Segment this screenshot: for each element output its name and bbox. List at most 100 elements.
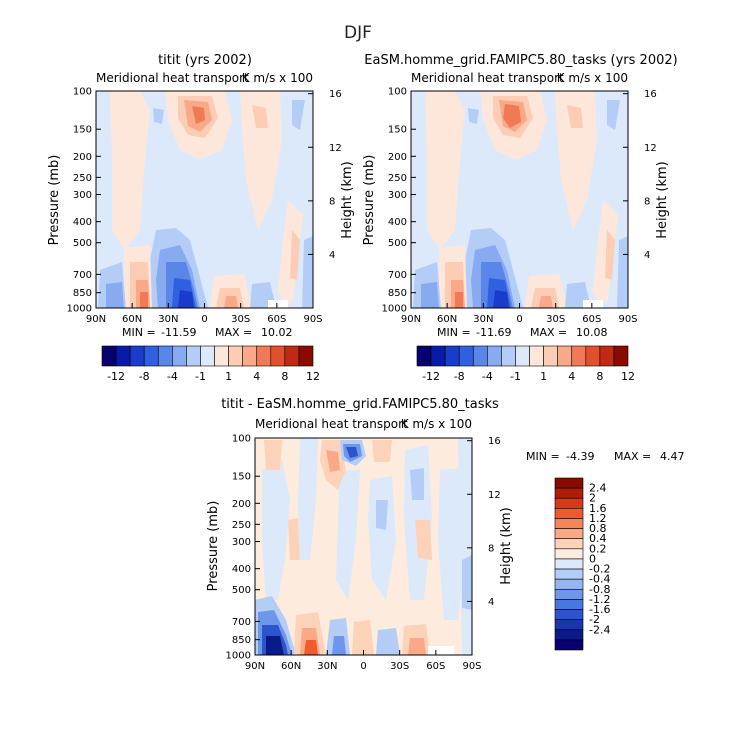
x-tick-label: 0 xyxy=(516,314,522,325)
panel-3-max-label: MAX = xyxy=(614,450,651,463)
x-tick-label: 90N xyxy=(401,314,421,325)
y-tick-label: 200 xyxy=(232,499,251,510)
colorbar-label: -0.2 xyxy=(589,563,610,576)
panel-1-subtitle-left: Meridional heat transport xyxy=(96,71,249,85)
colorbar-label: 2.4 xyxy=(589,482,607,495)
colorbar-label: -0.4 xyxy=(589,573,610,586)
y-tick-label: 700 xyxy=(388,270,407,281)
colorbar-swatch xyxy=(554,619,584,631)
x-tick-label: 30S xyxy=(390,661,409,672)
colorbar-swatch xyxy=(554,568,584,580)
panel-3-axes: 90N 60N 30N 0 30S 60S 90S 100 150 200 250 300 400 500… xyxy=(226,434,501,673)
colorbar-label: -1.2 xyxy=(589,593,610,606)
colorbar-swatch xyxy=(554,518,584,529)
y-tick-label: 200 xyxy=(73,152,92,163)
colorbar-label: 4 xyxy=(568,370,575,383)
y-tick-label: 850 xyxy=(232,635,251,646)
colorbar-swatch xyxy=(554,599,584,610)
x-tick-label: 60N xyxy=(122,314,142,325)
colorbar-swatch xyxy=(554,487,584,499)
y-right-tick-label: 16 xyxy=(644,89,657,100)
colorbar-swatch xyxy=(487,345,502,367)
x-tick-label: 30S xyxy=(546,314,565,325)
colorbar-label: 0 xyxy=(589,552,596,565)
colorbar-label: 0.4 xyxy=(589,532,607,545)
x-tick-label: 60N xyxy=(437,314,457,325)
panel-3: titit - EaSM.homme_grid.FAMIPC5.80_tasks… xyxy=(206,397,685,672)
panel-3-ylabel: Pressure (mb) xyxy=(206,501,221,592)
colorbar-label: 1.2 xyxy=(589,512,607,525)
y-right-tick-label: 12 xyxy=(488,490,501,501)
colorbar-label: -8 xyxy=(454,370,465,383)
colorbar-swatch xyxy=(270,345,286,367)
panel-1-max-label: MAX = xyxy=(215,326,252,339)
colorbar-label: -1 xyxy=(195,370,206,383)
panel-2-min-label: MIN = xyxy=(437,326,471,339)
colorbar-swatch xyxy=(613,345,629,367)
colorbar-swatch xyxy=(554,528,584,540)
x-tick-label: 90N xyxy=(86,314,106,325)
colorbar-swatch xyxy=(298,345,314,367)
colorbar-label: 12 xyxy=(306,370,320,383)
y-tick-label: 300 xyxy=(388,190,407,201)
colorbar-label: -1.6 xyxy=(589,603,610,616)
x-tick-label: 90S xyxy=(462,661,481,672)
colorbar-swatch xyxy=(458,345,474,367)
colorbar-swatch xyxy=(101,345,117,367)
colorbar-label: 8 xyxy=(596,370,603,383)
y-tick-label: 250 xyxy=(388,173,407,184)
y-right-tick-label: 4 xyxy=(329,250,335,261)
x-tick-label: 90N xyxy=(245,661,265,672)
panel-3-min-label: MIN = xyxy=(526,450,560,463)
x-tick-label: 0 xyxy=(360,661,366,672)
panel-1-min-value: -11.59 xyxy=(161,326,196,339)
y-tick-label: 100 xyxy=(388,87,407,98)
colorbar-swatch xyxy=(430,345,446,367)
panel-2-colorbar: -12 -8 -4 -1 1 4 8 12 xyxy=(416,345,635,383)
panel-1-min-label: MIN = xyxy=(122,326,156,339)
colorbar-swatch xyxy=(543,345,558,367)
colorbar-swatch xyxy=(172,345,187,367)
colorbar-label: 1.6 xyxy=(589,502,607,515)
panel-1-ylabel-right: Height (km) xyxy=(340,161,355,238)
x-tick-label: 90S xyxy=(618,314,637,325)
panel-2-title: EaSM.homme_grid.FAMIPC5.80_tasks (yrs 20… xyxy=(364,53,677,68)
y-right-tick-label: 12 xyxy=(329,143,342,154)
panel-2-max-value: 10.08 xyxy=(576,326,608,339)
colorbar-swatch xyxy=(554,497,584,509)
x-tick-label: 60S xyxy=(426,661,445,672)
y-tick-label: 1000 xyxy=(67,304,92,315)
panel-1-ylabel: Pressure (mb) xyxy=(47,155,62,246)
colorbar-swatch xyxy=(529,345,544,367)
y-tick-label: 500 xyxy=(232,585,251,596)
y-tick-label: 100 xyxy=(232,434,251,445)
colorbar-swatch xyxy=(554,538,584,550)
x-tick-label: 30N xyxy=(473,314,493,325)
panel-2-axes: 90N 60N 30N 0 30S 60S 90S 100 150 200 250 300 400 500… xyxy=(382,87,657,326)
y-tick-label: 400 xyxy=(232,564,251,575)
y-tick-label: 1000 xyxy=(226,651,251,662)
panel-1-colorbar: -12 -8 -4 -1 1 4 8 12 xyxy=(101,345,320,383)
colorbar-swatch xyxy=(554,508,584,519)
colorbar-swatch xyxy=(256,345,272,367)
colorbar-swatch xyxy=(554,558,584,570)
colorbar-swatch xyxy=(129,345,145,367)
y-tick-label: 400 xyxy=(388,217,407,228)
colorbar-swatch xyxy=(585,345,601,367)
x-tick-label: 30N xyxy=(317,661,337,672)
colorbar-swatch xyxy=(200,345,215,367)
colorbar-label: -2.4 xyxy=(589,623,610,636)
panel-2-subtitle-left: Meridional heat transport xyxy=(411,71,564,85)
colorbar-label: -0.8 xyxy=(589,583,610,596)
colorbar-swatch xyxy=(554,578,584,590)
colorbar-label: 12 xyxy=(621,370,635,383)
y-tick-label: 850 xyxy=(388,288,407,299)
panel-3-title: titit - EaSM.homme_grid.FAMIPC5.80_tasks xyxy=(221,397,499,412)
panel-1-max-value: 10.02 xyxy=(261,326,293,339)
y-tick-label: 700 xyxy=(73,270,92,281)
y-tick-label: 150 xyxy=(73,125,92,136)
y-tick-label: 300 xyxy=(232,537,251,548)
panel-2-field xyxy=(411,91,628,308)
colorbar-swatch xyxy=(554,609,584,620)
panel-3-max-value: 4.47 xyxy=(660,450,685,463)
